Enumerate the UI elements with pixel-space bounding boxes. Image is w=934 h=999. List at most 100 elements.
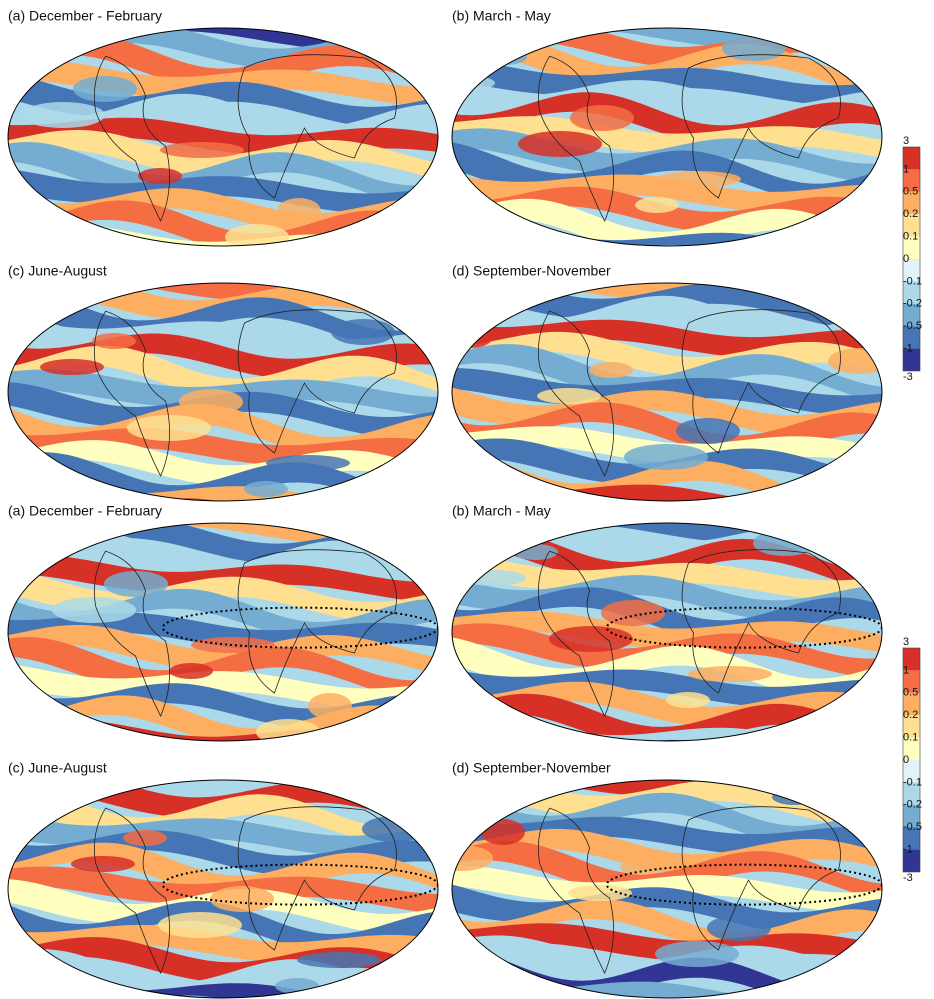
colorbar-label: -1	[903, 343, 913, 355]
colorbar-box	[903, 191, 920, 215]
field-band	[452, 780, 882, 803]
map	[452, 780, 882, 998]
colorbar-label: 0.5	[903, 687, 918, 699]
colorbar-box	[903, 804, 920, 828]
coastline	[93, 550, 170, 718]
field-blob	[707, 915, 771, 941]
map	[452, 28, 882, 246]
colorbar-label: 0.1	[903, 231, 918, 243]
field-band	[452, 198, 882, 246]
field-blob	[331, 319, 395, 345]
field-blob	[568, 885, 632, 901]
map-border	[451, 522, 883, 742]
coastline	[681, 549, 841, 694]
colorbar-box	[903, 827, 920, 850]
field-band	[8, 842, 438, 896]
field-blob	[383, 293, 427, 319]
contour	[161, 863, 438, 906]
map-border	[451, 27, 883, 247]
field-band	[8, 35, 438, 89]
field-blob	[655, 941, 739, 967]
panel-title: (b) March - May	[452, 8, 551, 24]
field-blob	[266, 455, 350, 471]
field-blob	[160, 142, 244, 158]
field-band	[452, 841, 882, 902]
field-band	[8, 695, 438, 741]
field-blob	[518, 131, 602, 157]
field-blob	[722, 35, 786, 61]
colorbar-box	[903, 692, 920, 716]
field-band	[452, 80, 882, 126]
field-blob	[452, 322, 494, 348]
map-border	[451, 282, 883, 502]
field-band	[452, 789, 882, 847]
coastline	[237, 54, 397, 199]
colorbar-label: 1	[903, 163, 909, 175]
field-blob	[666, 692, 710, 708]
field-blob	[297, 952, 381, 968]
colorbar-box	[903, 648, 920, 671]
field-band	[8, 200, 438, 246]
coastline	[237, 806, 397, 951]
field-blob	[452, 75, 495, 91]
map-border	[451, 779, 883, 999]
coastline	[93, 310, 170, 478]
colorbar-box	[903, 782, 920, 805]
field-blob	[589, 362, 633, 378]
colorbar-label: 3	[903, 135, 909, 147]
field-blob	[774, 227, 818, 246]
field-blob	[179, 389, 243, 415]
field-blob	[414, 790, 438, 816]
field-blob	[71, 856, 135, 872]
field-blob	[395, 541, 438, 557]
colorbar-label: 0.5	[903, 186, 918, 198]
field-blob	[362, 816, 426, 842]
colorbar-label: -0.1	[903, 776, 922, 788]
field-band	[452, 669, 882, 708]
field-band	[8, 129, 438, 180]
contour	[605, 863, 882, 906]
coastline	[537, 55, 614, 223]
colorbar-label: 0.1	[903, 732, 918, 744]
field-blob	[688, 666, 772, 682]
colorbar-label: -0.2	[903, 298, 922, 310]
colorbar-label: -3	[903, 872, 913, 884]
coastline	[537, 310, 614, 478]
panel-title: (d) September-November	[452, 760, 611, 776]
field-blob	[210, 886, 274, 912]
field-blob	[828, 348, 882, 374]
colorbar-box	[903, 214, 920, 237]
field-blob	[549, 626, 633, 652]
colorbar-label: 3	[903, 636, 909, 648]
field-band	[452, 575, 882, 621]
colorbar-box	[903, 281, 920, 304]
map-border	[7, 522, 439, 742]
coastline	[237, 549, 397, 694]
field-blob	[138, 168, 182, 184]
coastline	[681, 54, 841, 199]
colorbar-label: 1	[903, 664, 909, 676]
field-band	[8, 168, 438, 215]
map-border	[7, 779, 439, 999]
field-band	[452, 693, 882, 741]
field-blob	[794, 981, 878, 997]
coastline	[537, 807, 614, 975]
field-blob	[158, 912, 242, 938]
field-band	[452, 174, 882, 213]
colorbar-label: -1	[903, 844, 913, 856]
field-blob	[244, 481, 288, 497]
coastline	[93, 807, 170, 975]
field-blob	[104, 571, 168, 597]
panel-title: (d) September-November	[452, 263, 611, 279]
field-band	[8, 317, 438, 360]
colorbar-box	[903, 236, 920, 259]
colorbar-box	[903, 849, 920, 872]
field-band	[452, 292, 882, 350]
colorbar-label: -0.1	[903, 275, 922, 287]
field-band	[8, 530, 438, 584]
field-blob	[127, 415, 211, 441]
colorbar-box	[903, 147, 920, 170]
field-blob	[277, 198, 321, 224]
field-band	[8, 624, 438, 675]
